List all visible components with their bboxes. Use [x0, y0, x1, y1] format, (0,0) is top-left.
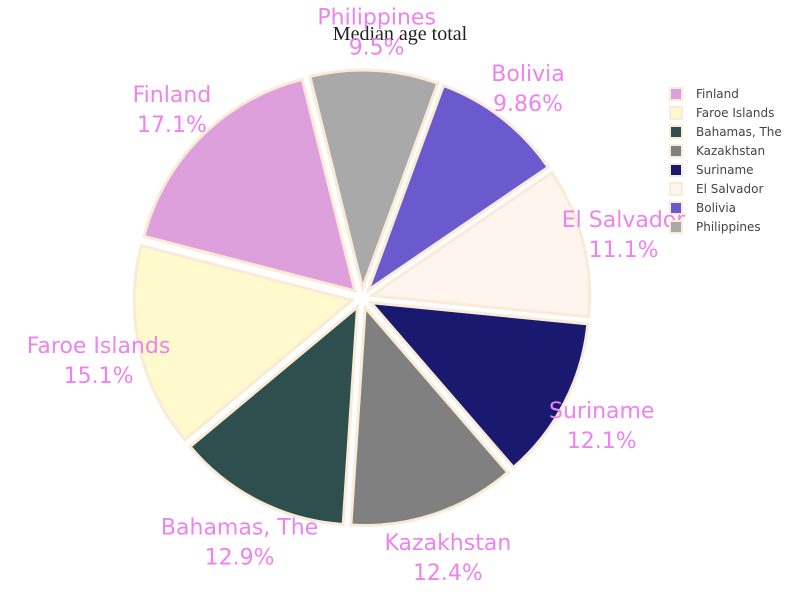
slice-label-kazakhstan: Kazakhstan 12.4%: [385, 531, 512, 586]
slice-label-finland: Finland 17.1%: [133, 83, 212, 138]
legend-item-suriname[interactable]: Suriname: [669, 163, 754, 177]
legend-label: Bolivia: [696, 201, 736, 215]
legend-swatch: [669, 201, 683, 215]
slice-label-bolivia: Bolivia 9.86%: [491, 62, 564, 117]
legend-swatch: [669, 220, 683, 234]
legend-label: Faroe Islands: [696, 106, 774, 120]
slice-label-bahamas-the: Bahamas, The 12.9%: [161, 516, 318, 571]
legend-item-kazakhstan[interactable]: Kazakhstan: [669, 144, 765, 158]
legend-swatch: [669, 106, 683, 120]
slice-labels: Finland 17.1% Faroe Islands 15.1% Bahamas, T…: [27, 5, 687, 586]
pie-slices: [132, 68, 592, 527]
legend-swatch: [669, 125, 683, 139]
legend: Finland Faroe Islands Bahamas, The Kazakhst…: [669, 87, 782, 234]
pie-slice-finland: [142, 77, 358, 293]
legend-swatch: [669, 144, 683, 158]
legend-label: Bahamas, The: [696, 125, 782, 139]
legend-swatch: [669, 87, 683, 101]
slice-label-philippines: Philippines 9.5%: [317, 5, 436, 60]
legend-item-philippines[interactable]: Philippines: [669, 220, 761, 234]
legend-label: Suriname: [696, 163, 754, 177]
legend-swatch: [669, 182, 683, 196]
legend-label: Finland: [696, 87, 739, 101]
pie-slice-philippines: [308, 68, 440, 294]
chart-title: Median age total: [333, 23, 468, 45]
legend-item-bolivia[interactable]: Bolivia: [669, 201, 736, 215]
legend-item-bahamas-the[interactable]: Bahamas, The: [669, 125, 782, 139]
pie-slice-kazakhstan: [349, 303, 510, 527]
legend-swatch: [669, 163, 683, 177]
pie-slice-bolivia: [365, 83, 551, 294]
pie-slice-suriname: [367, 300, 590, 470]
legend-label: El Salvador: [696, 182, 763, 196]
legend-label: Philippines: [696, 220, 761, 234]
legend-label: Kazakhstan: [696, 144, 765, 158]
slice-label-el-salvador: El Salvador 11.1%: [562, 208, 686, 263]
legend-item-faroe-islands[interactable]: Faroe Islands: [669, 106, 774, 120]
legend-item-finland[interactable]: Finland: [669, 87, 739, 101]
legend-item-el-salvador[interactable]: El Salvador: [669, 182, 763, 196]
pie-slice-bahamas-the: [187, 303, 360, 527]
pie-slice-el-salvador: [367, 170, 592, 319]
pie-slice-faroe-islands: [132, 243, 356, 442]
slice-label-suriname: Suriname 12.1%: [549, 399, 654, 454]
slice-label-faroe-islands: Faroe Islands 15.1%: [27, 334, 171, 389]
